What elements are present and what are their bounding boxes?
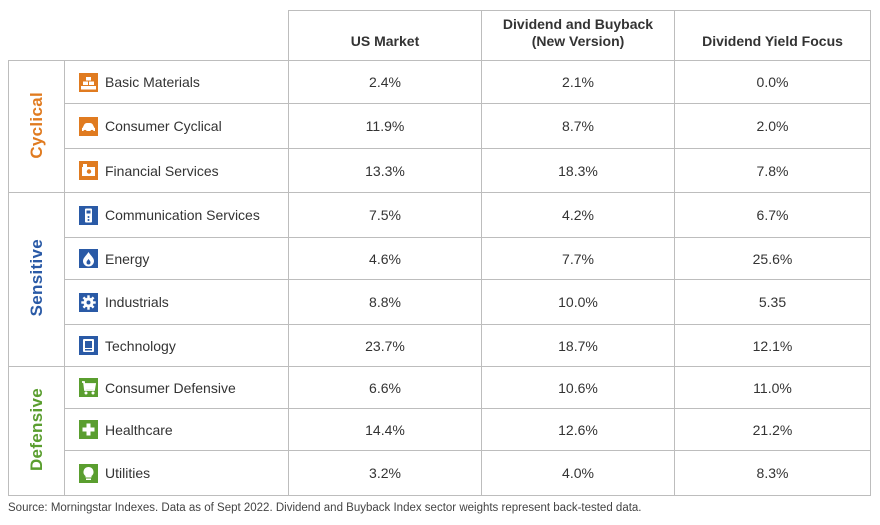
sector-label: Energy (105, 250, 150, 267)
utilities-icon (79, 463, 98, 483)
sector-label: Basic Materials (105, 74, 200, 90)
sector-label: Consumer Defensive (105, 379, 236, 396)
source-footnote: Source: Morningstar Indexes. Data as of … (8, 502, 642, 514)
header-blank-cell (8, 10, 289, 61)
value-cell: 8.3% (674, 450, 871, 496)
value-cell: 5.35 (674, 279, 871, 325)
group-label-sensitive: Sensitive (8, 192, 65, 367)
value-cell: 8.8% (288, 279, 482, 325)
group-label-text: Defensive (26, 387, 46, 472)
table-row: Healthcare 14.4% 12.6% 21.2% (9, 408, 871, 451)
sector-label: Industrials (105, 294, 169, 310)
header-row: US Market Dividend and Buyback (New Versio… (8, 10, 871, 61)
group-label-text: Cyclical (26, 91, 46, 159)
group-label-defensive: Defensive (8, 366, 65, 496)
value-cell: 7.8% (674, 148, 871, 193)
sector-cell: Basic Materials (64, 60, 289, 104)
value-cell: 23.7% (288, 324, 482, 367)
value-cell: 13.3% (288, 148, 482, 193)
value-cell: 10.6% (481, 366, 675, 409)
technology-icon (79, 336, 98, 355)
table-row: Energy 4.6% 7.7% 25.6% (9, 237, 871, 280)
value-cell: 3.2% (288, 450, 482, 496)
sector-cell: Technology (64, 324, 289, 367)
sector-cell: Healthcare (64, 408, 289, 451)
sector-label: Utilities (105, 465, 151, 481)
value-cell: 2.4% (288, 60, 482, 104)
column-header: Dividend and Buyback (New Version) (481, 10, 675, 61)
column-header: Dividend Yield Focus (674, 10, 871, 61)
value-cell: 12.1% (674, 324, 871, 367)
value-cell: 21.2% (674, 408, 871, 451)
sector-cell: Energy (64, 237, 289, 280)
value-cell: 12.6% (481, 408, 675, 451)
value-cell: 6.7% (674, 192, 871, 238)
value-cell: 6.6% (288, 366, 482, 409)
sector-weights-table: US Market Dividend and Buyback (New Versio… (8, 10, 871, 496)
sector-cell: Utilities (64, 450, 289, 496)
value-cell: 14.4% (288, 408, 482, 451)
value-cell: 7.7% (481, 237, 675, 280)
sector-label: Financial Services (105, 162, 219, 179)
table-row: Defensive Consumer Defensive 6.6% 10.6% 11.0… (8, 366, 871, 496)
value-cell: 8.7% (481, 103, 675, 149)
financial-services-icon (79, 161, 98, 180)
table-row: Industrials 8.8% 10.0% 5.35 (9, 279, 871, 325)
sector-cell: Consumer Defensive (64, 366, 289, 409)
value-cell: 2.0% (674, 103, 871, 149)
group-label-cyclical: Cyclical (8, 60, 65, 193)
table-row: Consumer Cyclical 11.9% 8.7% 2.0% (9, 103, 871, 149)
sector-label: Consumer Cyclical (105, 118, 222, 134)
value-cell: 10.0% (481, 279, 675, 325)
consumer-defensive-icon (79, 378, 98, 397)
table-row: Utilities 3.2% 4.0% 8.3% (9, 450, 871, 496)
sector-label: Communication Services (105, 207, 260, 223)
industrials-icon (79, 292, 98, 312)
sector-label: Technology (105, 337, 176, 354)
sector-label: Healthcare (105, 421, 173, 438)
healthcare-icon (79, 420, 98, 439)
communication-services-icon (79, 205, 98, 225)
value-cell: 4.2% (481, 192, 675, 238)
table-row: Cyclical Basic Materials 2.4% 2.1% 0.0% (8, 60, 871, 193)
value-cell: 7.5% (288, 192, 482, 238)
value-cell: 4.0% (481, 450, 675, 496)
table-row: Sensitive Communication Services 7.5% 4.2% 6… (8, 192, 871, 367)
value-cell: 25.6% (674, 237, 871, 280)
group-label-text: Sensitive (26, 239, 46, 317)
column-header: US Market (288, 10, 482, 61)
value-cell: 2.1% (481, 60, 675, 104)
sector-cell: Communication Services (64, 192, 289, 238)
table-row: Technology 23.7% 18.7% 12.1% (9, 324, 871, 367)
consumer-cyclical-icon (79, 116, 98, 136)
value-cell: 18.3% (481, 148, 675, 193)
value-cell: 11.9% (288, 103, 482, 149)
value-cell: 11.0% (674, 366, 871, 409)
basic-materials-icon (79, 72, 98, 92)
sector-cell: Financial Services (64, 148, 289, 193)
sector-cell: Consumer Cyclical (64, 103, 289, 149)
energy-icon (79, 249, 98, 268)
sector-cell: Industrials (64, 279, 289, 325)
value-cell: 0.0% (674, 60, 871, 104)
table-row: Financial Services 13.3% 18.3% 7.8% (9, 148, 871, 193)
value-cell: 18.7% (481, 324, 675, 367)
value-cell: 4.6% (288, 237, 482, 280)
